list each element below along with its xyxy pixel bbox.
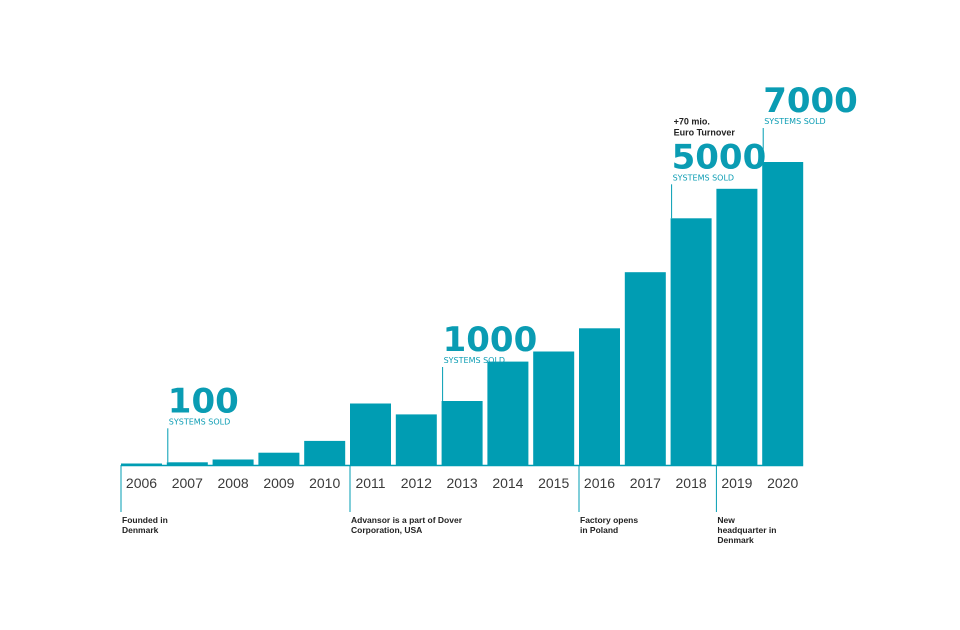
bar-2019 [716,188,758,466]
milestone-note-2018-1: Euro Turnover [674,127,736,137]
event-note-2011-1: Corporation, USA [351,525,422,535]
event-note-2006-0: Founded in [122,515,168,525]
year-label-2015: 2015 [538,475,569,491]
bar-2007 [166,462,208,465]
bar-2012 [395,414,437,465]
milestone-caption-2020: SYSTEMS SOLD [764,117,826,126]
year-label-2020: 2020 [767,475,798,491]
year-label-2012: 2012 [401,475,432,491]
bar-2011 [350,403,391,465]
year-label-2007: 2007 [172,475,203,491]
bar-2010 [304,440,346,465]
year-label-2017: 2017 [630,475,661,491]
milestone-number-2013: 1000 [443,320,538,360]
event-note-2006-1: Denmark [122,525,159,535]
year-label-2018: 2018 [676,475,707,491]
milestone-number-2018: 5000 [672,137,767,177]
year-label-2016: 2016 [584,475,615,491]
bar-2008 [212,459,254,465]
event-note-2019-2: Denmark [717,535,754,545]
bar-2018 [670,218,712,465]
year-label-2009: 2009 [263,475,294,491]
event-note-2011-0: Advansor is a part of Dover [351,515,463,525]
event-note-2019-1: headquarter in [717,525,776,535]
bar-2014 [487,361,529,465]
year-label-2019: 2019 [721,475,752,491]
year-labels-group: 2006 2007 2008 2009 2010 2011 2012 2013 2014 2015… [126,475,799,491]
milestone-note-2018-0: +70 mio. [674,116,710,126]
bar-2015 [533,351,575,465]
milestone-caption-2018: SYSTEMS SOLD [673,173,735,182]
year-label-2006: 2006 [126,475,157,491]
bar-2016 [579,328,620,465]
milestone-caption-2013: SYSTEMS SOLD [444,356,506,365]
bar-2017 [624,272,666,465]
bar-2006 [121,463,162,465]
year-label-2013: 2013 [447,475,478,491]
year-label-2010: 2010 [309,475,340,491]
event-note-2019-0: New [717,515,735,525]
bars-group [121,162,804,466]
year-label-2011: 2011 [355,475,385,491]
event-note-2016-0: Factory opens [580,515,638,525]
bar-2020 [762,162,804,465]
milestone-caption-2007: SYSTEMS SOLD [169,417,231,426]
milestone-number-2020: 7000 [763,81,858,121]
year-label-2014: 2014 [492,475,523,491]
bar-2013 [441,401,483,465]
event-note-2016-1: in Poland [580,525,618,535]
milestone-number-2007: 100 [168,381,239,421]
year-label-2008: 2008 [218,475,249,491]
bar-2009 [258,452,300,465]
